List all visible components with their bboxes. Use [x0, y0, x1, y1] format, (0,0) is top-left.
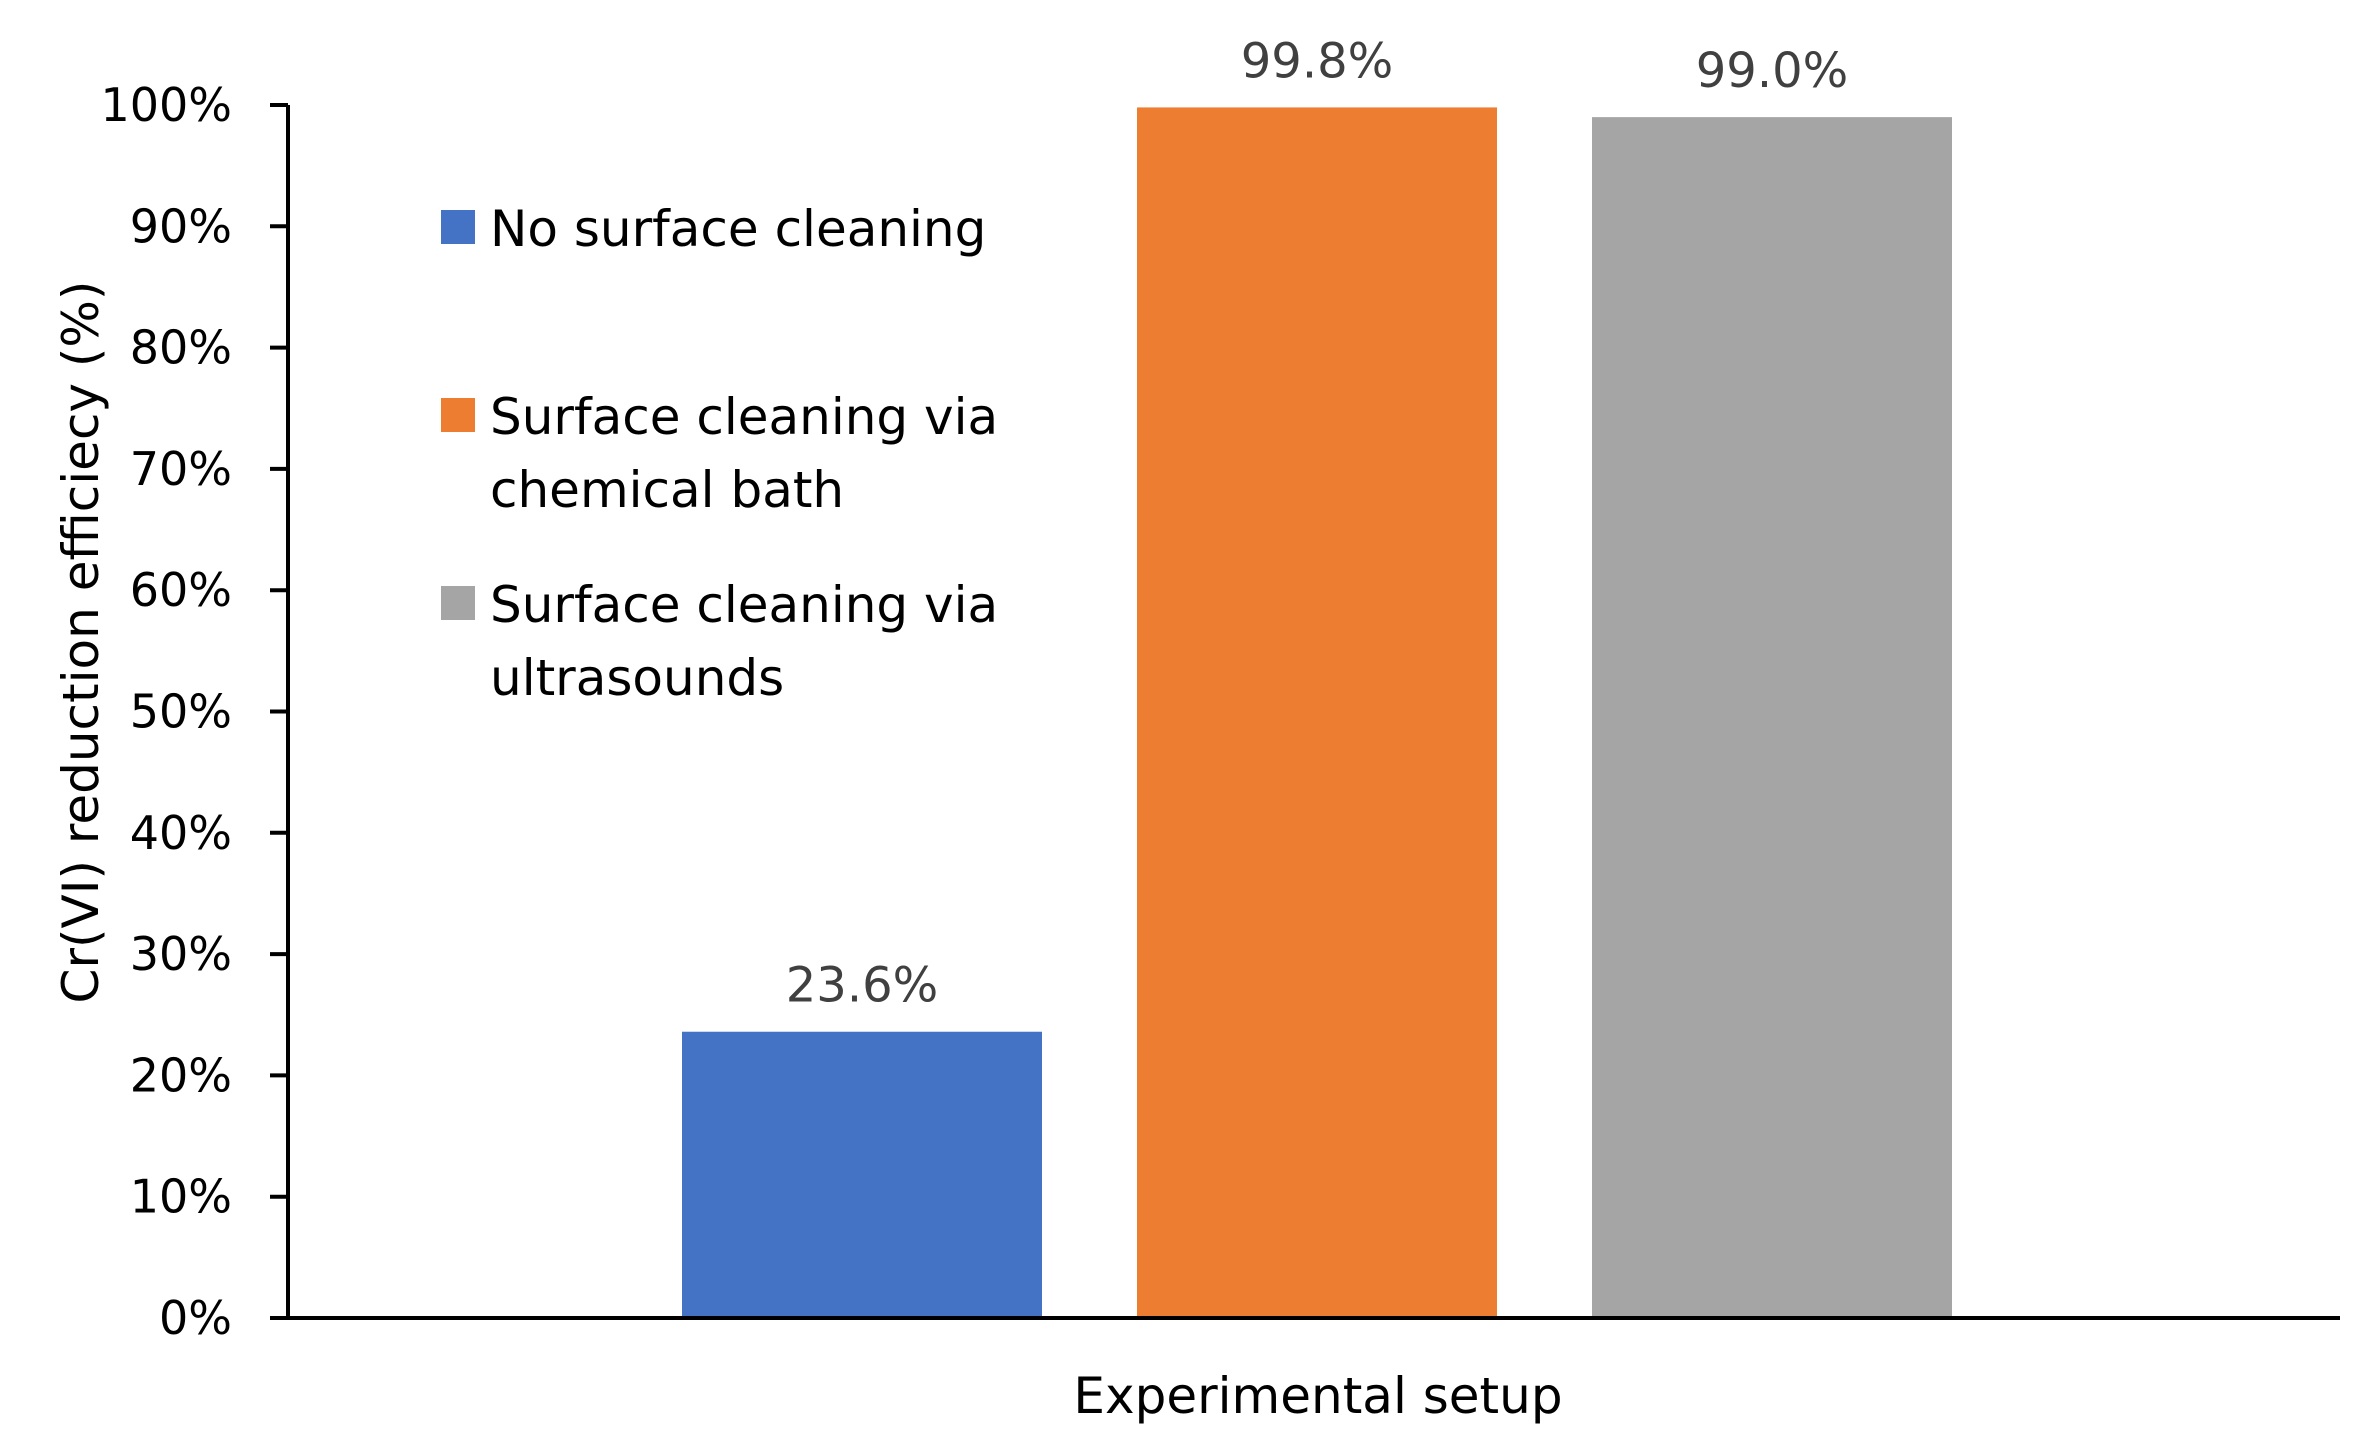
legend-swatch-1 [441, 210, 475, 244]
legend: No surface cleaning Surface cleaning via c… [441, 200, 998, 707]
y-tick-label: 50% [130, 685, 232, 739]
y-tick-label: 70% [130, 442, 232, 496]
legend-label-3-line-1: Surface cleaning via [490, 576, 998, 634]
y-tick-label: 100% [100, 78, 232, 132]
legend-label-1-line-1: No surface cleaning [490, 200, 986, 258]
y-tick-label: 30% [130, 927, 232, 981]
y-tick-label: 80% [130, 321, 232, 375]
y-tick-label: 10% [130, 1170, 232, 1224]
data-labels-group: 23.6% 99.8% 99.0% [786, 33, 1848, 1013]
y-tick-label: 90% [130, 199, 232, 253]
data-label-1: 23.6% [786, 958, 938, 1014]
legend-label-2-line-2: chemical bath [490, 461, 844, 519]
bar-1 [682, 1031, 1042, 1318]
data-label-2: 99.8% [1241, 33, 1393, 89]
y-ticks-group: 0% 10% 20% 30% 40% 50% 60% 70% 80% 90% 100% [100, 78, 288, 1345]
legend-label-2-line-1: Surface cleaning via [490, 388, 998, 446]
legend-swatch-2 [441, 398, 475, 432]
y-tick-label: 20% [130, 1048, 232, 1102]
legend-label-3-line-2: ultrasounds [490, 649, 784, 707]
y-tick-label: 60% [130, 563, 232, 617]
bar-2 [1137, 107, 1497, 1318]
data-label-3: 99.0% [1696, 43, 1848, 99]
bar-3 [1592, 117, 1952, 1318]
x-axis-title: Experimental setup [1073, 1367, 1562, 1425]
legend-swatch-3 [441, 586, 475, 620]
y-tick-label: 40% [130, 806, 232, 860]
y-axis-title: Cr(VI) reduction efficiecy (%) [52, 281, 110, 1004]
bars-group [682, 107, 1952, 1318]
y-tick-label: 0% [159, 1291, 232, 1345]
